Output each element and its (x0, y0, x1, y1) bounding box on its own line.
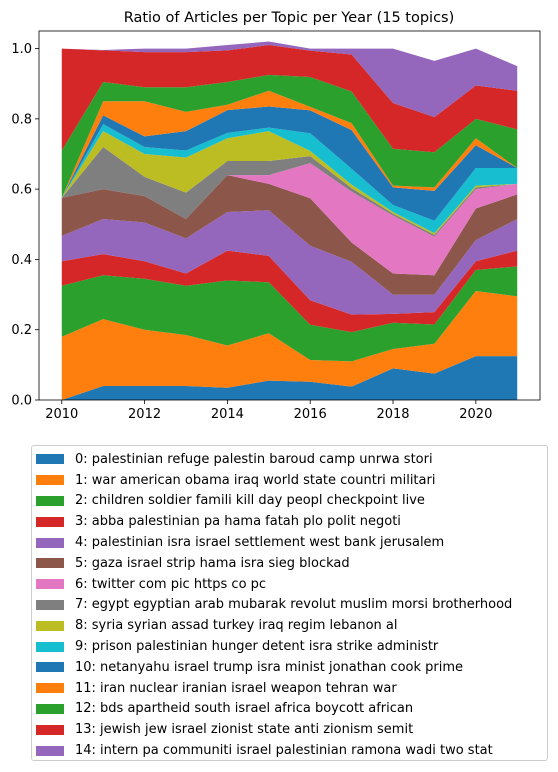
area-series-5 (61, 175, 518, 295)
area-series-14 (61, 41, 518, 118)
legend-swatch (36, 475, 64, 486)
legend-swatch (36, 620, 64, 631)
x-tick-label: 2018 (376, 407, 409, 422)
legend: 0: palestinian refuge palestin baroud ca… (31, 445, 548, 761)
legend-label: 12: bds apartheid south israel africa bo… (75, 701, 414, 717)
legend-item-13: 13: jewish jew israel zionist state anti… (36, 719, 547, 740)
legend-swatch (36, 703, 64, 714)
legend-label: 8: syria syrian assad turkey iraq regim … (75, 618, 398, 634)
legend-item-9: 9: prison palestinian hunger detent isra… (36, 636, 547, 657)
x-axis: 2010 2012 2014 2016 2018 2020 (45, 400, 492, 422)
legend-swatch (36, 454, 64, 465)
y-tick-label: 0.2 (11, 323, 32, 338)
legend-item-7: 7: egypt egyptian arab mubarak revolut m… (36, 595, 547, 616)
legend-label: 14: intern pa communiti israel palestini… (75, 743, 493, 759)
legend-item-10: 10: netanyahu israel trump isra minist j… (36, 657, 547, 678)
legend-item-11: 11: iran nuclear iranian israel weapon t… (36, 678, 547, 699)
legend-item-2: 2: children soldier famili kill day peop… (36, 491, 547, 512)
legend-swatch (36, 558, 64, 569)
legend-swatch (36, 579, 64, 590)
area-series-3 (61, 250, 518, 333)
area-series-9 (61, 124, 518, 234)
x-tick-label: 2012 (128, 407, 161, 422)
area-series-11 (61, 90, 518, 198)
legend-item-14: 14: intern pa communiti israel palestini… (36, 740, 547, 761)
legend-swatch (36, 745, 64, 756)
legend-item-5: 5: gaza israel strip hama isra sieg bloc… (36, 553, 547, 574)
chart-area: Ratio of Articles per Topic per Year (15… (11, 10, 541, 422)
y-tick-label: 1.0 (11, 42, 32, 57)
area-series-10 (61, 106, 518, 221)
chart-title: Ratio of Articles per Topic per Year (15… (124, 10, 455, 26)
legend-label: 4: palestinian isra israel settlement we… (75, 535, 445, 551)
area-series-7 (61, 146, 518, 237)
legend-swatch (36, 599, 64, 610)
area-series-0 (61, 356, 518, 400)
area-series-6 (61, 163, 518, 276)
area-series-2 (61, 266, 518, 362)
legend-label: 6: twitter com pic https co pc (75, 576, 267, 592)
y-axis: 0.0 0.2 0.4 0.6 0.8 1.0 (11, 42, 39, 409)
area-series-1 (61, 291, 518, 400)
legend-swatch (36, 495, 64, 506)
legend-label: 11: iran nuclear iranian israel weapon t… (75, 680, 397, 696)
legend-item-1: 1: war american obama iraq world state c… (36, 470, 547, 491)
area-series-8 (61, 131, 518, 235)
legend-swatch (36, 683, 64, 694)
y-tick-label: 0.8 (11, 112, 32, 127)
legend-item-6: 6: twitter com pic https co pc (36, 574, 547, 595)
legend-swatch (36, 537, 64, 548)
legend-label: 5: gaza israel strip hama isra sieg bloc… (75, 555, 350, 571)
stacked-areas (61, 41, 518, 400)
legend-item-3: 3: abba palestinian pa hama fatah plo po… (36, 511, 547, 532)
legend-item-12: 12: bds apartheid south israel africa bo… (36, 699, 547, 720)
legend-item-0: 0: palestinian refuge palestin baroud ca… (36, 449, 547, 470)
x-tick-label: 2014 (211, 407, 244, 422)
y-tick-label: 0.4 (11, 253, 32, 268)
legend-label: 13: jewish jew israel zionist state anti… (75, 722, 414, 738)
legend-swatch (36, 724, 64, 735)
legend-swatch (36, 641, 64, 652)
legend-label: 9: prison palestinian hunger detent isra… (75, 639, 439, 655)
x-tick-label: 2020 (459, 407, 492, 422)
legend-label: 7: egypt egyptian arab mubarak revolut m… (75, 597, 513, 613)
legend-label: 0: palestinian refuge palestin baroud ca… (75, 451, 433, 467)
area-series-13 (61, 45, 518, 153)
x-tick-label: 2010 (45, 407, 78, 422)
legend-label: 10: netanyahu israel trump isra minist j… (75, 659, 464, 675)
legend-swatch (36, 662, 64, 673)
legend-label: 3: abba palestinian pa hama fatah plo po… (75, 514, 401, 530)
area-series-12 (61, 74, 518, 198)
legend-item-8: 8: syria syrian assad turkey iraq regim … (36, 615, 547, 636)
area-series-4 (61, 210, 518, 315)
x-tick-label: 2016 (294, 407, 327, 422)
plot-frame (38, 30, 541, 401)
legend-swatch (36, 516, 64, 527)
legend-label: 2: children soldier famili kill day peop… (75, 493, 425, 509)
y-tick-label: 0.0 (11, 394, 32, 409)
y-tick-label: 0.6 (11, 183, 32, 198)
legend-label: 1: war american obama iraq world state c… (75, 472, 436, 488)
legend-item-4: 4: palestinian isra israel settlement we… (36, 532, 547, 553)
